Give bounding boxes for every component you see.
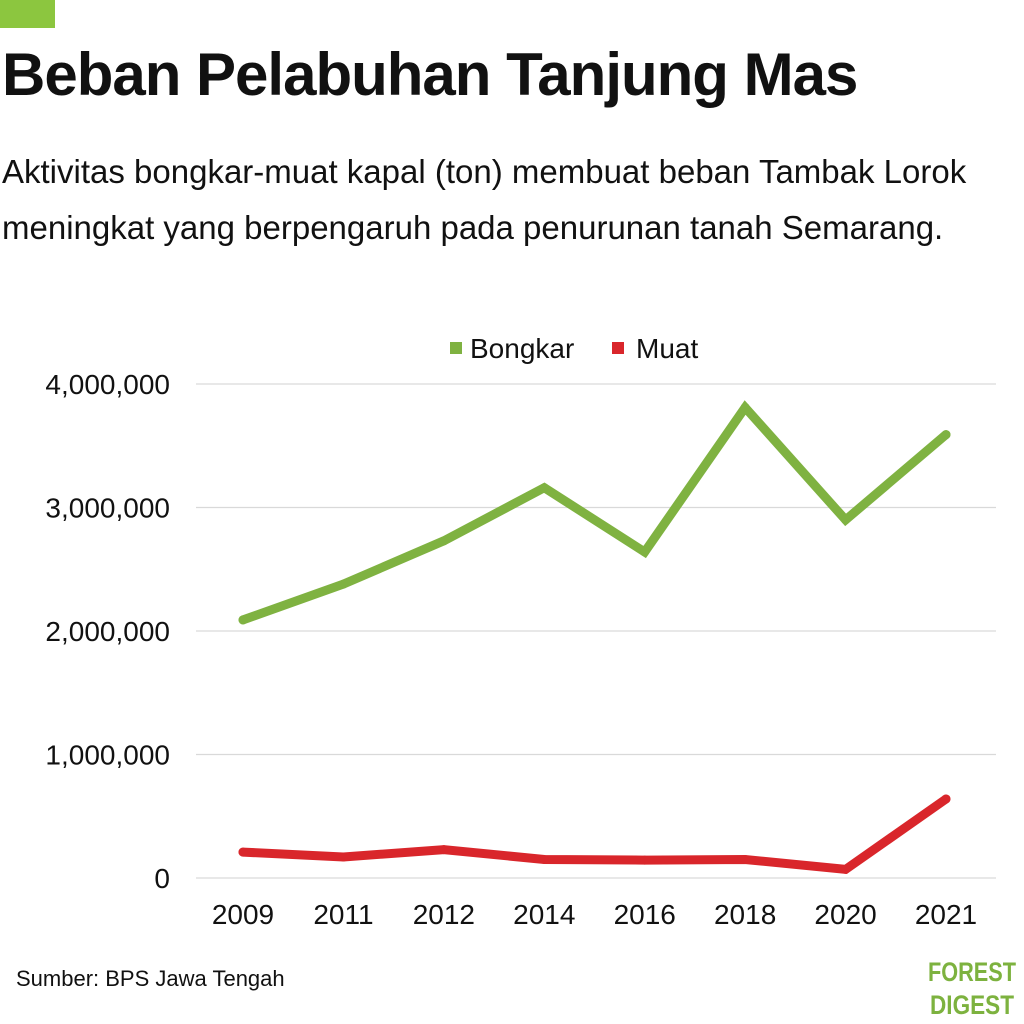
y-axis-tick-labels: 0 1,000,000 2,000,000 3,000,000 4,000,000 [45,369,170,894]
x-tick-label: 2009 [212,899,274,930]
data-point-bongkar [338,579,348,589]
series-line-muat [238,794,951,875]
data-point-muat [439,845,449,855]
legend-label-bongkar: Bongkar [470,333,574,364]
data-point-muat [941,794,951,804]
legend-swatch-bongkar [450,342,462,354]
series [238,400,951,875]
data-point-bongkar [841,515,851,525]
data-point-muat [841,864,851,874]
y-tick-label: 0 [154,863,170,894]
data-point-muat [338,852,348,862]
data-point-bongkar [740,402,750,412]
data-point-muat [640,855,650,865]
y-tick-label: 4,000,000 [45,369,170,400]
x-tick-label: 2018 [714,899,776,930]
x-tick-label: 2021 [915,899,977,930]
accent-bar [0,0,55,28]
legend-label-muat: Muat [636,333,698,364]
legend: Bongkar Muat [450,333,698,364]
data-point-bongkar [439,536,449,546]
x-tick-label: 2014 [513,899,575,930]
data-point-muat [238,847,248,857]
logo-text-forest: FOREST [928,957,1016,987]
data-point-bongkar [941,430,951,440]
logo-text-digest: DIGEST [930,990,1014,1020]
x-tick-label: 2020 [814,899,876,930]
y-tick-label: 2,000,000 [45,616,170,647]
data-point-bongkar [640,547,650,557]
line-chart: Bongkar Muat 0 1,000,000 2,000,000 3,000,00… [45,333,996,930]
y-tick-label: 3,000,000 [45,493,170,524]
data-point-bongkar [238,615,248,625]
data-point-muat [740,854,750,864]
legend-swatch-muat [612,342,624,354]
data-point-bongkar [539,483,549,493]
chart-subtitle: Aktivitas bongkar-muat kapal (ton) membu… [2,153,967,246]
x-tick-label: 2016 [614,899,676,930]
source-note: Sumber: BPS Jawa Tengah [16,966,285,991]
y-tick-label: 1,000,000 [45,740,170,771]
x-tick-label: 2011 [313,899,373,930]
chart-title: Beban Pelabuhan Tanjung Mas [2,41,858,108]
series-line-bongkar [238,400,951,625]
x-axis-tick-labels: 2009 2011 2012 2014 2016 2018 2020 2021 [212,899,977,930]
forest-digest-logo: FOREST DIGEST [928,957,1016,1020]
x-tick-label: 2012 [413,899,475,930]
data-point-muat [539,854,549,864]
gridlines [196,383,996,879]
